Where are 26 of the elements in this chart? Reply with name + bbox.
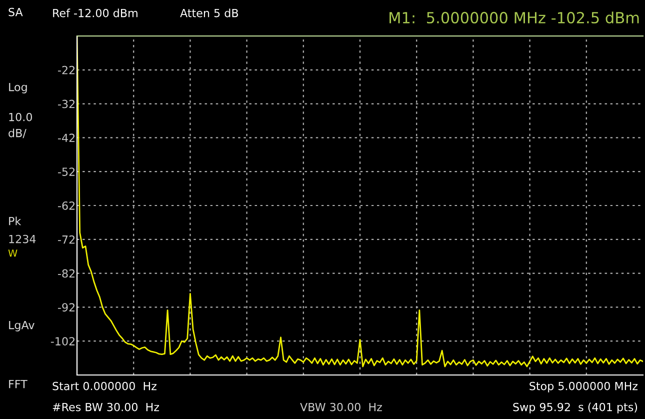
- y-tick-label: -42: [58, 134, 74, 142]
- text: #Res BW 30.00 Hz: [52, 402, 160, 412]
- text: W: [8, 250, 18, 257]
- y-tick-label: -52: [58, 168, 74, 176]
- text: 10.0: [9, 112, 32, 122]
- y-tick-label: -22: [58, 66, 74, 74]
- text: Pk: [9, 216, 22, 226]
- text: Atten 5 dB: [180, 8, 238, 18]
- y-tick-label: -92: [58, 303, 74, 312]
- text: VBW 30.00 Hz: [300, 402, 382, 412]
- text: M1: 5.0000000 MHz -102.5 dBm: [390, 12, 639, 24]
- text: Log: [9, 82, 27, 94]
- y-tick-label: -62: [58, 201, 74, 210]
- text: SA: [8, 8, 23, 16]
- y-tick-label: -32: [58, 100, 74, 108]
- y-tick-label: -102: [50, 337, 74, 346]
- text: Swp 95.92 s (401 pts): [513, 402, 638, 414]
- text: dB/: [8, 128, 26, 138]
- text: FFT: [9, 380, 28, 388]
- text: Start 0.000000 Hz: [52, 382, 156, 390]
- text: 1234: [9, 234, 36, 244]
- y-tick-label: -72: [58, 235, 74, 244]
- text: LgAv: [9, 320, 34, 332]
- text: Stop 5.000000 MHz: [530, 382, 638, 392]
- y-tick-label: -82: [58, 269, 74, 278]
- text: Ref -12.00 dBm: [53, 8, 138, 18]
